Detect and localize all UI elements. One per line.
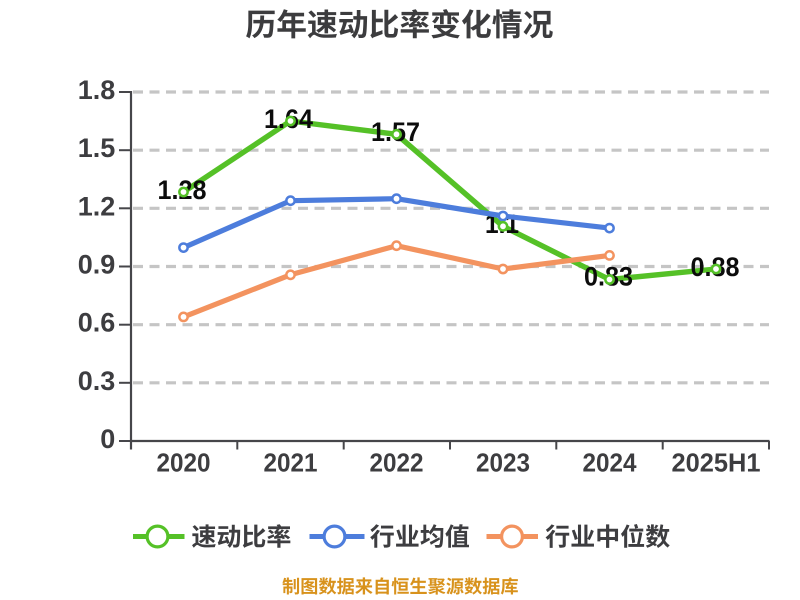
svg-text:0.6: 0.6 <box>78 308 116 338</box>
svg-text:1.8: 1.8 <box>78 75 116 105</box>
svg-text:2024: 2024 <box>583 448 638 478</box>
svg-text:2021: 2021 <box>264 448 318 478</box>
svg-text:0: 0 <box>100 424 115 454</box>
svg-text:1.5: 1.5 <box>78 133 116 163</box>
svg-text:2022: 2022 <box>370 448 424 478</box>
svg-text:2020: 2020 <box>157 448 211 478</box>
svg-text:0.9: 0.9 <box>78 250 116 280</box>
svg-text:1.2: 1.2 <box>78 191 116 221</box>
svg-text:2023: 2023 <box>476 448 530 478</box>
svg-text:0.3: 0.3 <box>78 366 116 396</box>
svg-text:2025H1: 2025H1 <box>672 448 761 478</box>
